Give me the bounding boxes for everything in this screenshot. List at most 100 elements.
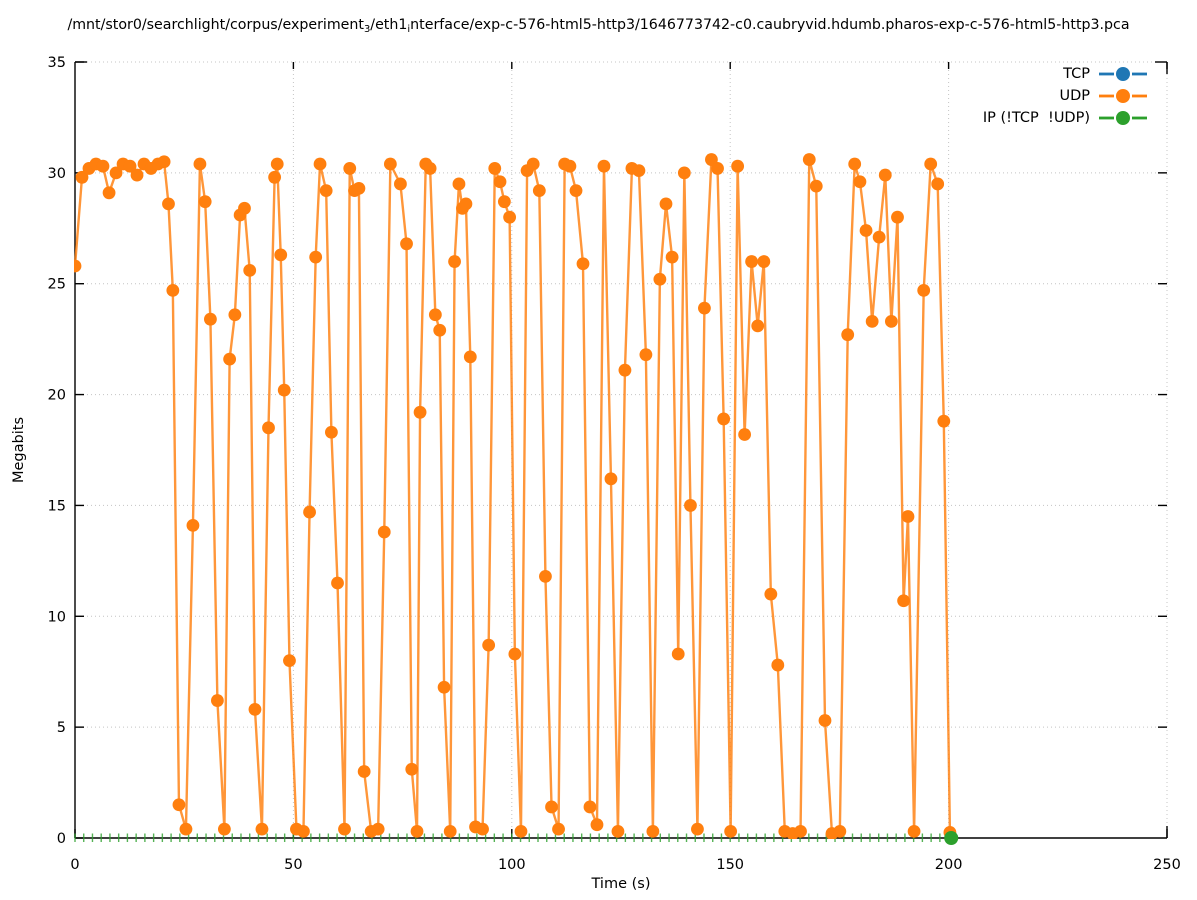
udp-data-point xyxy=(443,824,457,838)
udp-data-point xyxy=(745,255,759,268)
x-tick-label: 0 xyxy=(70,857,79,873)
chart-title-part3: nterface/exp-c-576-html5-http3/164677374… xyxy=(410,17,1130,33)
udp-data-point xyxy=(410,824,424,838)
udp-data-point xyxy=(448,255,461,268)
udp-data-point xyxy=(303,505,316,519)
udp-data-point xyxy=(878,168,892,182)
udp-data-point xyxy=(684,499,697,512)
udp-data-point xyxy=(751,319,765,333)
y-tick-label: 5 xyxy=(57,720,66,736)
udp-data-point xyxy=(223,352,237,366)
series-udp xyxy=(74,153,957,839)
x-tick-labels: 0 50 100 150 200 250 xyxy=(70,857,1180,873)
udp-data-point xyxy=(901,510,915,523)
udp-data-point xyxy=(309,250,323,264)
udp-data-point xyxy=(671,647,685,661)
udp-data-point xyxy=(563,159,577,173)
udp-data-point xyxy=(172,798,186,812)
chart-title-subscript-3: 3 xyxy=(363,24,371,35)
udp-data-point xyxy=(482,638,496,652)
udp-data-point xyxy=(738,428,752,441)
legend: TCP UDP IP (!TCP !UDP) xyxy=(983,63,1147,129)
y-tick-label: 30 xyxy=(48,166,66,182)
y-tick-label: 20 xyxy=(48,388,66,404)
udp-data-point xyxy=(731,159,745,173)
udp-data-point xyxy=(476,822,489,836)
udp-data-point xyxy=(313,157,327,171)
udp-data-point xyxy=(268,170,282,184)
x-tick-label: 50 xyxy=(284,857,302,873)
udp-data-point xyxy=(771,658,785,672)
udp-data-point xyxy=(343,162,357,175)
chart-title-subscript-i: i xyxy=(407,24,411,35)
udp-data-point xyxy=(96,159,110,173)
udp-data-point xyxy=(891,210,904,224)
udp-data-point xyxy=(243,264,257,277)
legend-row-ip: IP (!TCP !UDP) xyxy=(983,107,1147,129)
udp-line xyxy=(74,155,952,836)
ip-data-point xyxy=(944,831,959,845)
udp-data-point xyxy=(646,824,660,838)
udp-data-point xyxy=(711,162,724,175)
udp-data-point xyxy=(186,518,200,532)
udp-data-point xyxy=(659,197,673,211)
udp-data-point xyxy=(907,824,921,838)
udp-data-point xyxy=(590,818,604,832)
udp-data-point xyxy=(270,157,284,171)
udp-data-point xyxy=(383,157,397,171)
udp-data-point xyxy=(809,179,823,193)
udp-data-point xyxy=(665,250,679,264)
legend-row-udp: UDP xyxy=(983,85,1147,107)
udp-data-point xyxy=(274,248,288,262)
x-tick-label: 250 xyxy=(1153,857,1181,873)
udp-data-point xyxy=(459,197,473,211)
udp-data-point xyxy=(724,824,738,838)
udp-data-point xyxy=(248,703,262,716)
udp-data-point xyxy=(204,312,217,326)
udp-data-point xyxy=(853,175,867,189)
udp-data-point xyxy=(931,177,945,191)
udp-data-point xyxy=(576,257,590,271)
udp-data-point xyxy=(277,383,291,397)
udp-data-point xyxy=(75,170,89,184)
udp-data-point xyxy=(371,822,385,836)
udp-data-point xyxy=(123,159,137,173)
udp-data-point xyxy=(262,421,275,435)
udp-data-point xyxy=(413,405,427,419)
y-tick-label: 0 xyxy=(57,831,66,847)
legend-row-tcp: TCP xyxy=(983,63,1147,85)
udp-data-point xyxy=(357,765,371,778)
udp-data-point xyxy=(463,350,477,364)
udp-data-point xyxy=(497,195,511,209)
udp-data-point xyxy=(653,272,667,286)
udp-data-point xyxy=(917,283,931,297)
udp-data-point xyxy=(691,822,704,836)
udp-data-point xyxy=(532,184,546,197)
udp-data-point xyxy=(210,694,224,707)
y-tick-label: 35 xyxy=(48,55,66,71)
chart-title: /mnt/stor0/searchlight/corpus/experiment… xyxy=(0,16,1197,39)
x-tick-label: 150 xyxy=(716,857,744,873)
udp-data-point xyxy=(228,308,242,322)
udp-data-point xyxy=(848,157,862,171)
udp-data-point xyxy=(677,166,691,180)
legend-label-tcp: TCP xyxy=(1063,66,1090,82)
udp-data-point xyxy=(179,822,193,836)
y-tick-label: 25 xyxy=(48,277,66,293)
udp-data-point xyxy=(74,259,82,273)
legend-marker-udp-icon xyxy=(1099,89,1147,103)
udp-data-point xyxy=(583,800,597,814)
udp-data-point xyxy=(897,594,911,608)
udp-data-point xyxy=(698,301,711,315)
udp-data-point xyxy=(452,177,466,191)
legend-label-udp: UDP xyxy=(1059,88,1090,104)
series-ip xyxy=(74,833,950,842)
x-tick-label: 100 xyxy=(498,857,526,873)
udp-data-point xyxy=(717,412,731,426)
grid-lines xyxy=(75,61,1168,838)
legend-marker-tcp-icon xyxy=(1099,67,1147,81)
udp-data-point xyxy=(493,175,507,189)
udp-data-point xyxy=(884,315,898,328)
